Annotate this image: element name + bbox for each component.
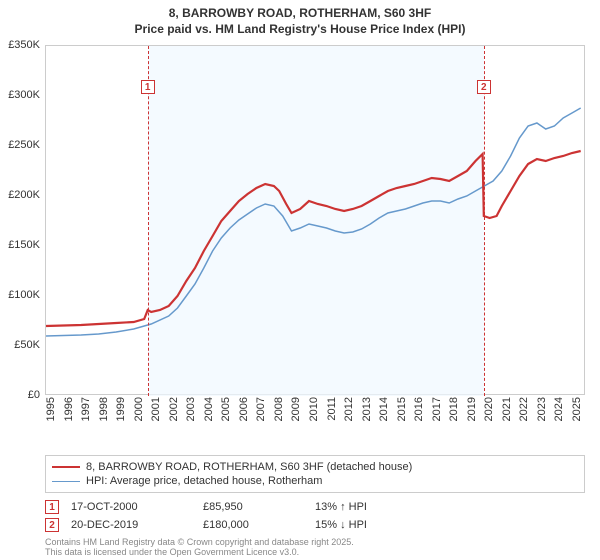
annotation-delta-1: 13% ↑ HPI [315,501,435,513]
x-axis-tick: 2022 [518,397,530,421]
x-axis-tick: 2001 [150,397,162,421]
y-axis-tick: £200K [0,189,40,201]
x-axis-tick: 2018 [448,397,460,421]
x-axis-tick: 2025 [571,397,583,421]
series-hpi [46,108,581,336]
footer-line2: This data is licensed under the Open Gov… [45,547,354,557]
x-axis-tick: 2006 [238,397,250,421]
x-axis-tick: 2000 [133,397,145,421]
x-axis-tick: 2003 [185,397,197,421]
chart-title-block: 8, BARROWBY ROAD, ROTHERHAM, S60 3HF Pri… [0,0,600,41]
transaction-marker-1: 1 [141,80,155,94]
x-axis-tick: 2020 [483,397,495,421]
y-axis-tick: £100K [0,289,40,301]
annotation-price-2: £180,000 [203,519,303,531]
x-axis-tick: 2012 [343,397,355,421]
chart-title-line1: 8, BARROWBY ROAD, ROTHERHAM, S60 3HF [0,6,600,22]
annotation-row-2: 2 20-DEC-2019 £180,000 15% ↓ HPI [45,516,585,534]
annotation-date-1: 17-OCT-2000 [71,501,191,513]
legend-swatch-price-paid [52,466,80,468]
x-axis-tick: 1996 [63,397,75,421]
x-axis-tick: 2017 [431,397,443,421]
chart-title-line2: Price paid vs. HM Land Registry's House … [0,22,600,38]
y-axis-tick: £0 [0,389,40,401]
annotation-marker-2: 2 [45,518,59,532]
series-price_paid [46,151,581,326]
x-axis-tick: 2024 [553,397,565,421]
y-axis-tick: £350K [0,39,40,51]
x-axis-tick: 1997 [80,397,92,421]
x-axis-tick: 2008 [273,397,285,421]
chart-svg [46,46,586,396]
ownership-period-border [148,46,149,396]
x-axis-tick: 2023 [536,397,548,421]
y-axis-tick: £50K [0,339,40,351]
annotation-table: 1 17-OCT-2000 £85,950 13% ↑ HPI 2 20-DEC… [45,498,585,534]
legend-label-price-paid: 8, BARROWBY ROAD, ROTHERHAM, S60 3HF (de… [86,461,412,473]
annotation-price-1: £85,950 [203,501,303,513]
y-axis-tick: £300K [0,89,40,101]
footer-attribution: Contains HM Land Registry data © Crown c… [45,537,354,558]
annotation-row-1: 1 17-OCT-2000 £85,950 13% ↑ HPI [45,498,585,516]
transaction-marker-2: 2 [477,80,491,94]
legend-swatch-hpi [52,481,80,482]
legend-row-hpi: HPI: Average price, detached house, Roth… [52,474,578,488]
x-axis-tick: 2015 [396,397,408,421]
legend-label-hpi: HPI: Average price, detached house, Roth… [86,475,322,487]
x-axis-tick: 2007 [255,397,267,421]
x-axis-tick: 1998 [98,397,110,421]
x-axis-tick: 2016 [413,397,425,421]
legend-row-price-paid: 8, BARROWBY ROAD, ROTHERHAM, S60 3HF (de… [52,460,578,474]
chart-area: 12 £0£50K£100K£150K£200K£250K£300K£350K1… [45,45,585,415]
x-axis-tick: 2002 [168,397,180,421]
chart-plot: 12 [45,45,585,395]
x-axis-tick: 1995 [45,397,57,421]
x-axis-tick: 2014 [378,397,390,421]
x-axis-tick: 2019 [466,397,478,421]
x-axis-tick: 2021 [501,397,513,421]
annotation-delta-2: 15% ↓ HPI [315,519,435,531]
x-axis-tick: 1999 [115,397,127,421]
x-axis-tick: 2004 [203,397,215,421]
legend-box: 8, BARROWBY ROAD, ROTHERHAM, S60 3HF (de… [45,455,585,493]
y-axis-tick: £150K [0,239,40,251]
annotation-date-2: 20-DEC-2019 [71,519,191,531]
annotation-marker-1: 1 [45,500,59,514]
x-axis-tick: 2009 [290,397,302,421]
x-axis-tick: 2005 [220,397,232,421]
y-axis-tick: £250K [0,139,40,151]
footer-line1: Contains HM Land Registry data © Crown c… [45,537,354,547]
x-axis-tick: 2011 [326,397,338,421]
x-axis-tick: 2010 [308,397,320,421]
ownership-period-border [484,46,485,396]
x-axis-tick: 2013 [361,397,373,421]
